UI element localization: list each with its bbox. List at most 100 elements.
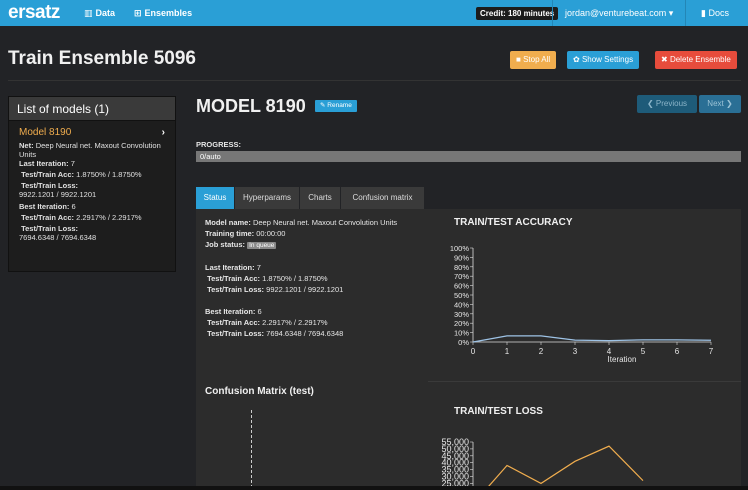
models-sidebar: List of models (1) Model 8190 › Net: Dee… <box>8 96 176 272</box>
top-navbar: ersatz ▥ Data ⊞ Ensembles Credit: 180 minu… <box>0 0 748 26</box>
sidebar-last-loss: Test/Train Loss: 9922.1201 / 9922.1201 <box>19 181 167 199</box>
best-iter-label: Best Iteration: <box>205 307 256 316</box>
pencil-icon: ✎ <box>320 102 328 109</box>
sidebar-model-name[interactable]: Model 8190 <box>19 127 72 138</box>
x-tick-label: 4 <box>607 347 612 356</box>
training-time-label: Training time: <box>205 229 255 238</box>
acc-label: Test/Train Acc: <box>207 274 261 283</box>
loss-label: Test/Train Loss: <box>21 181 79 190</box>
nav-ensembles-link[interactable]: ⊞ Ensembles <box>134 8 192 19</box>
stop-all-button[interactable]: ■ Stop All <box>510 51 557 69</box>
y-tick-label: 10% <box>454 329 469 338</box>
best-iter-label: Best Iteration: <box>19 202 70 211</box>
last-iter-value: 7 <box>70 159 75 168</box>
brand-logo[interactable]: ersatz <box>8 2 60 23</box>
acc-label: Test/Train Acc: <box>21 170 75 179</box>
status-job-status: Job status: In queue <box>205 239 420 251</box>
best-loss-value: 7694.6348 / 7694.6348 <box>19 233 97 242</box>
y-tick-label: 40% <box>454 300 469 309</box>
training-time-value: 00:00:00 <box>256 229 286 238</box>
accuracy-line <box>472 335 712 343</box>
status-panel <box>196 209 741 490</box>
model-list-item[interactable]: Model 8190 › Net: Deep Neural net. Maxou… <box>9 121 175 271</box>
sidebar-best-acc: Test/Train Acc: 2.2917% / 2.2917% <box>19 213 167 222</box>
delete-ensemble-button[interactable]: ✖ Delete Ensemble <box>655 51 737 69</box>
last-iter-label: Last Iteration: <box>205 263 255 272</box>
loss-label: Test/Train Loss: <box>21 224 79 233</box>
previous-button[interactable]: ❮ Previous <box>637 95 697 113</box>
tab-status[interactable]: Status <box>196 187 234 209</box>
last-iter-label: Last Iteration: <box>19 159 69 168</box>
job-status-label: Job status: <box>205 240 246 249</box>
progress-text: 0/auto <box>200 152 221 161</box>
nav-data-link[interactable]: ▥ Data <box>84 8 115 19</box>
nav-divider <box>685 0 686 26</box>
last-acc-value: 1.8750% / 1.8750% <box>262 274 328 283</box>
accuracy-chart-title: TRAIN/TEST ACCURACY <box>454 217 573 228</box>
nav-divider <box>552 0 553 26</box>
status-last-acc: Test/Train Acc: 1.8750% / 1.8750% <box>205 273 420 284</box>
status-model-name: Model name: Deep Neural net. Maxout Conv… <box>205 217 420 228</box>
bottom-bar <box>0 486 748 490</box>
tab-confusion-matrix[interactable]: Confusion matrix <box>341 187 424 209</box>
best-acc-value: 2.2917% / 2.2917% <box>76 213 142 222</box>
sidebar-best-iteration: Best Iteration: 6 <box>19 202 167 211</box>
next-label: Next <box>707 99 724 108</box>
model-name-label: Model name: <box>205 218 251 227</box>
last-loss-value: 9922.1201 / 9922.1201 <box>19 190 97 199</box>
sidebar-best-loss: Test/Train Loss: 7694.6348 / 7694.6348 <box>19 224 167 242</box>
sidebar-net: Net: Deep Neural net. Maxout Convolution… <box>19 141 167 159</box>
acc-label: Test/Train Acc: <box>21 213 75 222</box>
loss-label: Test/Train Loss: <box>207 285 265 294</box>
y-tick-label: 40,000 <box>441 458 469 468</box>
close-icon: ✖ <box>661 55 670 64</box>
net-label: Net: <box>19 141 34 150</box>
chart-divider <box>428 381 741 382</box>
y-tick-label: 80% <box>454 263 469 272</box>
user-menu[interactable]: jordan@venturebeat.com ▾ <box>565 8 674 18</box>
table-icon: ▥ <box>84 8 93 18</box>
best-iter-value: 6 <box>257 307 262 316</box>
chevron-right-icon: ❯ <box>723 99 733 108</box>
best-iter-value: 6 <box>71 202 76 211</box>
stop-all-label: Stop All <box>523 55 551 64</box>
y-tick-label: 0% <box>458 338 469 347</box>
docs-link[interactable]: ▮ Docs <box>701 8 729 19</box>
acc-label: Test/Train Acc: <box>207 318 261 327</box>
status-last-iteration: Last Iteration: 7 <box>205 262 420 273</box>
sidebar-title: List of models (1) <box>9 97 175 121</box>
show-settings-button[interactable]: ✿ Show Settings <box>567 51 640 69</box>
loss-line <box>484 445 644 490</box>
best-acc-value: 2.2917% / 2.2917% <box>262 318 328 327</box>
nav-ensembles-label: Ensembles <box>144 8 193 18</box>
y-tick-label: 30,000 <box>441 472 469 482</box>
next-button[interactable]: Next ❯ <box>699 95 741 113</box>
gear-icon: ✿ <box>573 55 582 64</box>
model-title: MODEL 8190 <box>196 96 306 116</box>
last-loss-value: 9922.1201 / 9922.1201 <box>266 285 344 294</box>
header-divider <box>8 80 741 81</box>
status-best-loss: Test/Train Loss: 7694.6348 / 7694.6348 <box>205 328 420 339</box>
chevron-left-icon: ❮ <box>646 99 656 108</box>
rename-label: Rename <box>327 102 352 109</box>
x-tick-label: 6 <box>675 347 680 356</box>
grid-icon: ⊞ <box>134 8 142 18</box>
y-tick-label: 35,000 <box>441 465 469 475</box>
chevron-right-icon[interactable]: › <box>161 127 165 138</box>
y-tick-label: 70% <box>454 272 469 281</box>
y-tick-label: 55,000 <box>441 437 469 447</box>
document-icon: ▮ <box>701 8 709 18</box>
stop-icon: ■ <box>516 55 524 64</box>
status-best-iteration: Best Iteration: 6 <box>205 306 420 317</box>
y-tick-label: 60% <box>454 282 469 291</box>
x-tick-label: 2 <box>539 347 544 356</box>
tab-hyperparams[interactable]: Hyperparams <box>235 187 299 209</box>
y-tick-label: 100% <box>450 244 470 253</box>
last-acc-value: 1.8750% / 1.8750% <box>76 170 142 179</box>
y-tick-label: 90% <box>454 253 469 262</box>
x-tick-label: 1 <box>505 347 510 356</box>
tab-charts[interactable]: Charts <box>300 187 340 209</box>
loss-label: Test/Train Loss: <box>207 329 265 338</box>
rename-button[interactable]: ✎ Rename <box>315 100 357 112</box>
best-loss-value: 7694.6348 / 7694.6348 <box>266 329 344 338</box>
